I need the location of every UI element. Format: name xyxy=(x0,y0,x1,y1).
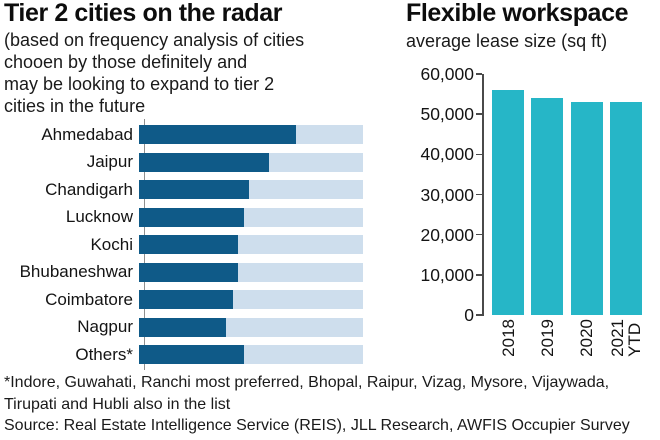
x-tick-label: 2019 xyxy=(537,319,557,357)
y-tick xyxy=(476,193,482,196)
bar-row: Bhubaneshwar xyxy=(0,259,363,286)
left-chart-subtitle: (based on frequency analysis of cities c… xyxy=(4,29,304,117)
bar-row: Nagpur xyxy=(0,314,363,341)
y-tick-label: 10,000 xyxy=(420,264,474,285)
x-tick-label: 2018 xyxy=(498,319,518,357)
bar-row: Coimbatore xyxy=(0,286,363,313)
bar-track xyxy=(139,152,363,172)
bar-row: Jaipur xyxy=(0,149,363,176)
category-label: Lucknow xyxy=(65,207,133,226)
left-chart-title: Tier 2 cities on the radar xyxy=(4,0,283,27)
bar xyxy=(139,180,249,199)
bar-track xyxy=(139,235,363,254)
y-tick xyxy=(476,233,482,236)
y-tick xyxy=(476,274,482,276)
bar-track xyxy=(139,290,363,309)
bar-row: Lucknow xyxy=(0,204,363,231)
right-chart-subtitle: average lease size (sq ft) xyxy=(406,31,608,51)
bar xyxy=(531,98,564,315)
category-label: Others* xyxy=(75,344,133,364)
subtitle-line: cities in the future xyxy=(4,96,146,116)
bar xyxy=(570,102,603,315)
bar xyxy=(139,317,227,337)
source-line: Source: Real Estate Intelligence Service… xyxy=(4,417,630,434)
bar xyxy=(139,235,238,254)
bar-track xyxy=(139,125,363,144)
bar xyxy=(139,125,296,144)
y-tick-label: 50,000 xyxy=(420,104,474,125)
bar-track xyxy=(139,345,363,364)
subtitle-line: may be looking to expand to tier 2 xyxy=(4,74,275,94)
bar-row: Others* xyxy=(0,341,363,368)
bar-row: Kochi xyxy=(0,231,363,258)
y-tick-label: 0 xyxy=(464,305,474,325)
category-label: Ahmedabad xyxy=(41,124,133,144)
left-bar-chart: Ahmedabad Jaipur Chandigarh Lucknow Kochi Bhu… xyxy=(0,121,363,368)
footnote-line: *Indore, Guwahati, Ranchi most preferred… xyxy=(4,374,610,391)
y-tick-label: 30,000 xyxy=(420,184,474,205)
x-tick-label: 2020 xyxy=(577,319,597,357)
bar xyxy=(139,152,269,172)
bar-track xyxy=(139,317,363,337)
footnote: *Indore, Guwahati, Ranchi most preferred… xyxy=(4,372,630,437)
bar xyxy=(492,90,524,315)
bar xyxy=(139,262,238,282)
bar-row: Ahmedabad xyxy=(0,121,363,148)
bar xyxy=(609,102,642,315)
category-label: Bhubaneshwar xyxy=(19,262,133,281)
right-bar-chart: 60,000 50,000 40,000 30,000 20,000 10,000 0 201… xyxy=(406,60,660,380)
bar xyxy=(139,290,234,309)
y-tick xyxy=(476,314,482,316)
y-tick xyxy=(476,73,482,75)
right-chart-title: Flexible workspace xyxy=(406,0,629,27)
x-tick-label: 2021 YTD xyxy=(608,319,644,357)
bar-row: Chandigarh xyxy=(0,176,363,203)
bar xyxy=(139,345,245,364)
y-tick-label: 20,000 xyxy=(420,224,474,245)
y-tick xyxy=(476,153,482,156)
y-tick-label: 60,000 xyxy=(420,64,474,84)
category-label: Jaipur xyxy=(86,152,133,171)
bar-track xyxy=(139,207,363,227)
bar-track xyxy=(139,262,363,282)
footnote-line: Tirupati and Hubli also in the list xyxy=(4,395,231,413)
bar-track xyxy=(139,180,363,199)
y-tick xyxy=(476,113,482,115)
category-label: Coimbatore xyxy=(45,289,133,309)
bar xyxy=(139,207,245,227)
x-tick-label-wrap: 2021 YTD xyxy=(601,319,651,357)
subtitle-line: (based on frequency analysis of cities xyxy=(4,30,305,50)
y-axis-line xyxy=(482,74,484,316)
category-label: Nagpur xyxy=(77,317,133,336)
y-tick-label: 40,000 xyxy=(420,144,474,165)
category-label: Kochi xyxy=(90,234,133,254)
subtitle-line: chooen by those definitely and xyxy=(4,52,248,72)
category-label: Chandigarh xyxy=(45,179,133,199)
bars-group xyxy=(492,74,642,315)
